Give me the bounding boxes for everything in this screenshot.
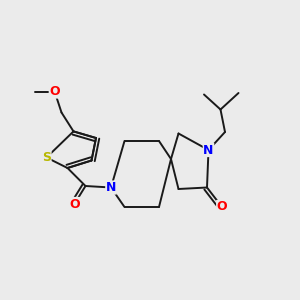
- Text: O: O: [49, 85, 60, 98]
- Text: O: O: [217, 200, 227, 214]
- Text: N: N: [203, 143, 214, 157]
- Text: N: N: [106, 181, 116, 194]
- Text: S: S: [42, 151, 51, 164]
- Text: O: O: [69, 197, 80, 211]
